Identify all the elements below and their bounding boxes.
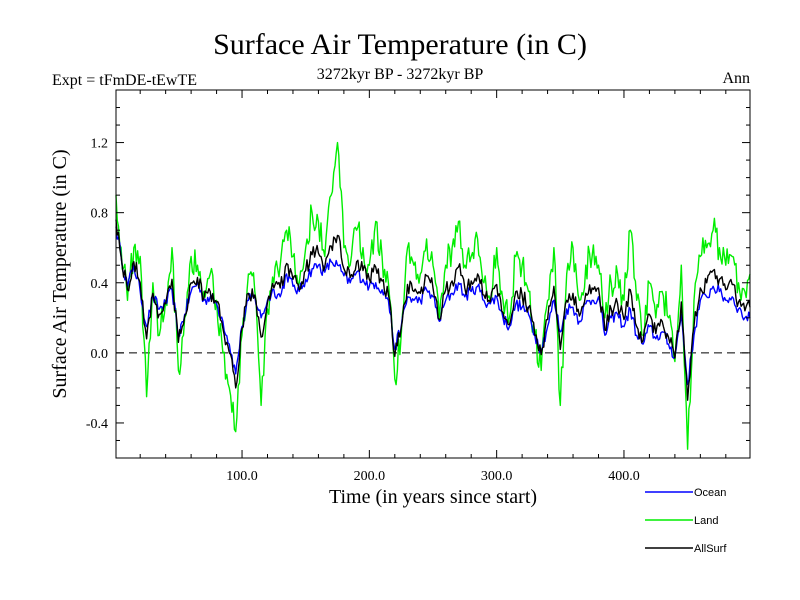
y-tick-label: 0.0: [91, 347, 109, 362]
series-line-allsurf: [115, 219, 751, 401]
chart-subtitle: 3272kyr BP - 3272kyr BP: [316, 66, 484, 83]
x-tick-label: 400.0: [608, 469, 640, 484]
season-label: Ann: [722, 70, 750, 87]
legend: Ocean Land AllSurf: [645, 487, 727, 555]
x-tick-label: 100.0: [226, 469, 258, 484]
axis-ticks-group: 100.0 200.0 300.0 400.0 -0.4 0.0 0.4 0.8 1.2: [86, 89, 750, 484]
y-tick-label: -0.4: [86, 417, 108, 432]
y-axis-title: Surface Air Temperature (in C): [49, 149, 71, 398]
legend-label-land: Land: [694, 515, 718, 527]
plot-frame: [115, 89, 751, 459]
chart-series-group: [115, 141, 751, 450]
series-line-ocean: [115, 226, 751, 386]
y-tick-label: 0.8: [91, 207, 109, 222]
legend-label-ocean: Ocean: [694, 487, 726, 499]
y-tick-label: 1.2: [91, 137, 109, 152]
x-tick-label: 200.0: [354, 469, 386, 484]
experiment-label: Expt = tFmDE-tEwTE: [52, 72, 198, 89]
chart-title: Surface Air Temperature (in C): [213, 28, 587, 61]
x-tick-label: 300.0: [481, 469, 513, 484]
x-axis-title: Time (in years since start): [329, 486, 537, 508]
y-tick-label: 0.4: [91, 277, 109, 292]
legend-label-allsurf: AllSurf: [694, 543, 727, 555]
